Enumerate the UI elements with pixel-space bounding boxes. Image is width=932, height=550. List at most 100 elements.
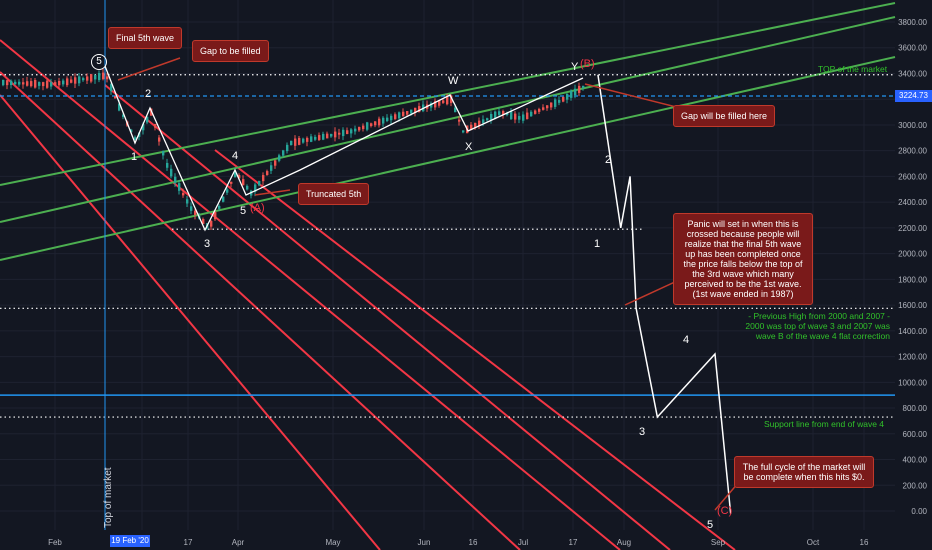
wave-label-1: 1 bbox=[131, 151, 138, 163]
candle-body bbox=[46, 80, 49, 88]
candle-body bbox=[562, 96, 565, 102]
candle-body bbox=[386, 117, 389, 122]
candle-body bbox=[434, 100, 437, 108]
candle-body bbox=[514, 113, 517, 120]
candle-body bbox=[414, 107, 417, 113]
candle-body bbox=[298, 137, 301, 145]
candle-body bbox=[522, 114, 525, 121]
candle-body bbox=[370, 123, 373, 127]
candle-body bbox=[130, 129, 133, 133]
candle-body bbox=[146, 116, 149, 123]
candle-body bbox=[438, 100, 441, 106]
channels bbox=[0, 2, 896, 550]
y-tick-label: 3400.00 bbox=[898, 69, 927, 78]
callout-pointer bbox=[117, 57, 181, 81]
candle-body bbox=[306, 137, 309, 142]
wave-label-w: W bbox=[448, 75, 459, 87]
candle-body bbox=[450, 95, 453, 103]
x-tick-label: May bbox=[325, 538, 340, 547]
candle-body bbox=[322, 133, 325, 140]
candle-body bbox=[70, 79, 73, 83]
candle-body bbox=[442, 100, 445, 103]
candle-body bbox=[278, 155, 281, 161]
candle-body bbox=[338, 132, 341, 135]
grid bbox=[0, 0, 895, 530]
green-channel-line bbox=[0, 16, 896, 223]
candle-body bbox=[510, 111, 513, 120]
candle-body bbox=[26, 81, 29, 86]
candle-body bbox=[518, 116, 521, 120]
y-tick-label: 2400.00 bbox=[898, 198, 927, 207]
callout-full-cycle: The full cycle of the market will be com… bbox=[734, 456, 874, 488]
candle-body bbox=[362, 125, 365, 130]
candle-body bbox=[314, 136, 317, 140]
x-tick-label: Oct bbox=[807, 538, 820, 547]
candle-body bbox=[490, 113, 493, 121]
candle-body bbox=[174, 176, 177, 183]
red-channel-line bbox=[104, 84, 671, 550]
candle-body bbox=[382, 117, 385, 124]
red-channel-line bbox=[0, 94, 381, 550]
wave-label-proj-4: 4 bbox=[683, 334, 690, 346]
x-tick-label: 16 bbox=[469, 538, 478, 547]
candle-body bbox=[330, 133, 333, 137]
candle-body bbox=[58, 80, 61, 86]
candle-body bbox=[230, 181, 233, 184]
candle-body bbox=[54, 82, 57, 86]
x-tick-label: 17 bbox=[184, 538, 193, 547]
candle-body bbox=[394, 114, 397, 120]
wave-path-projected bbox=[597, 74, 732, 514]
wave-label-x: X bbox=[465, 141, 473, 153]
note-support-line: Support line from end of wave 4 bbox=[764, 419, 885, 429]
note-top-of-market: TOP of the market bbox=[818, 64, 888, 74]
candle-body bbox=[402, 111, 405, 117]
current-date-tag: 19 Feb '20 bbox=[110, 535, 150, 547]
candle-body bbox=[358, 127, 361, 131]
callout-pointer bbox=[254, 189, 291, 196]
candle-body bbox=[226, 189, 229, 193]
candle-body bbox=[106, 76, 109, 80]
candle-body bbox=[270, 165, 273, 171]
wave-label-3: 3 bbox=[204, 238, 211, 250]
candle-body bbox=[14, 81, 17, 85]
candle-body bbox=[294, 138, 297, 146]
candle-body bbox=[6, 80, 9, 86]
candle-body bbox=[574, 88, 577, 96]
candle-body bbox=[342, 129, 345, 137]
y-tick-label: 2000.00 bbox=[898, 250, 927, 259]
wave-label-proj-2: 2 bbox=[605, 154, 612, 166]
candle-body bbox=[38, 82, 41, 86]
candle-body bbox=[214, 212, 217, 220]
candle-body bbox=[494, 111, 497, 119]
candle-body bbox=[30, 81, 33, 87]
candle-body bbox=[470, 124, 473, 130]
candle-body bbox=[90, 74, 93, 82]
candle-body bbox=[142, 124, 145, 131]
x-axis: FebMar17AprMayJun16Jul17AugSepOct16 bbox=[48, 538, 869, 547]
x-tick-label: Sep bbox=[711, 538, 726, 547]
candle-body bbox=[554, 99, 557, 107]
candle-body bbox=[62, 80, 65, 85]
wave-label-proj-3: 3 bbox=[639, 426, 646, 438]
candle-body bbox=[242, 179, 245, 186]
red-channel-line bbox=[0, 39, 621, 550]
candle-body bbox=[182, 192, 185, 196]
candle-body bbox=[578, 85, 581, 93]
candle-body bbox=[570, 90, 573, 98]
candle-body bbox=[82, 78, 85, 81]
candle-body bbox=[238, 175, 241, 179]
wave-label-4: 4 bbox=[232, 150, 239, 162]
wave-label-y: Y bbox=[571, 61, 579, 73]
candle-body bbox=[10, 80, 13, 86]
wave-path-historical bbox=[104, 65, 584, 232]
candle-body bbox=[582, 85, 585, 88]
y-tick-label: 3000.00 bbox=[898, 121, 927, 130]
candle-body bbox=[398, 112, 401, 119]
note-previous-high: - Previous High from 2000 and 2007 - 200… bbox=[745, 311, 890, 341]
candle-body bbox=[258, 180, 261, 186]
candle-body bbox=[74, 77, 77, 84]
candle-body bbox=[162, 151, 165, 156]
wave-label-c: (C) bbox=[717, 505, 733, 517]
candle-body bbox=[218, 205, 221, 209]
